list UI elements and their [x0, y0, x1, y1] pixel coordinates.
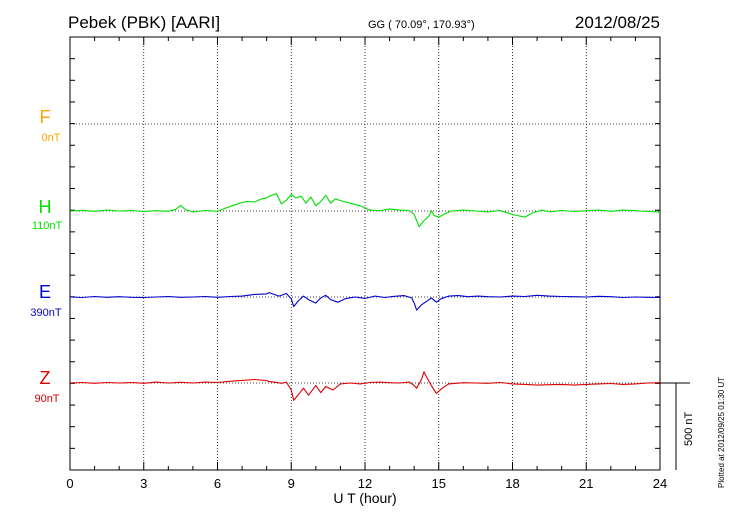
geo-coords: GG ( 70.09°, 170.93°): [368, 19, 475, 31]
series-baseline-z: 90nT: [34, 393, 59, 405]
x-tick-label: 9: [288, 476, 295, 491]
series-baseline-f: 0nT: [42, 132, 61, 144]
scale-bar-label: 500 nT: [683, 411, 695, 446]
series-label-e: E: [39, 282, 51, 302]
x-tick-labels: 0 3 6 9 12 15 18 21 24: [66, 476, 667, 491]
station-title: Pebek (PBK) [AARI]: [68, 13, 220, 32]
series-line-h: [69, 193, 661, 228]
x-tick-label: 15: [432, 476, 446, 491]
x-tick-label: 18: [505, 476, 519, 491]
x-axis-label: U T (hour): [333, 490, 396, 506]
series-lines: [69, 193, 661, 401]
x-tick-label: 24: [653, 476, 667, 491]
series-label-h: H: [39, 197, 52, 217]
series-baseline-e: 390nT: [30, 307, 61, 319]
plot-date: 2012/08/25: [575, 13, 660, 32]
series-label-z: Z: [40, 368, 51, 388]
grid: [70, 37, 660, 470]
x-tick-label: 0: [66, 476, 73, 491]
x-tick-label: 21: [579, 476, 593, 491]
axis-ticks: [69, 37, 661, 470]
series-line-z: [69, 371, 661, 401]
series-label-f: F: [40, 107, 51, 127]
series-line-e: [69, 292, 661, 311]
x-tick-label: 6: [214, 476, 221, 491]
plotted-note: Plotted at 2012/09/25 01:30 UT: [717, 377, 726, 488]
x-tick-label: 12: [358, 476, 372, 491]
series-baseline-h: 110nT: [32, 220, 63, 232]
x-tick-label: 3: [140, 476, 147, 491]
